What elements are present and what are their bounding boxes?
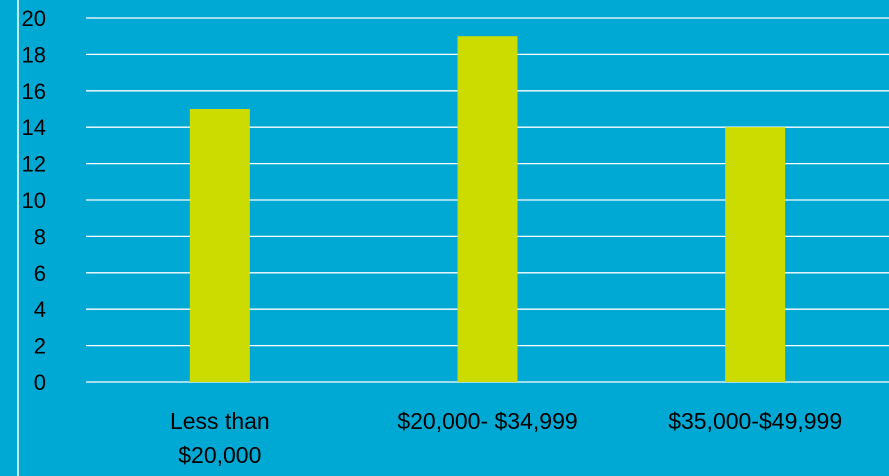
x-category-label-line: Less than: [170, 408, 270, 434]
y-tick-label-20: 20: [22, 6, 46, 31]
bar-1: [457, 36, 518, 382]
x-axis-category-labels: Less than $20,000 $20,000- $34,999 $35,000-…: [170, 408, 842, 468]
x-category-label-line: $20,000: [178, 442, 261, 468]
y-tick-label-14: 14: [22, 115, 46, 140]
y-tick-label-4: 4: [34, 297, 46, 322]
y-tick-label-18: 18: [22, 42, 46, 67]
y-tick-label-8: 8: [34, 224, 46, 249]
x-category-label-line: $35,000-$49,999: [668, 408, 842, 434]
x-category-label-1: $20,000- $34,999: [397, 408, 577, 434]
y-tick-label-2: 2: [34, 334, 46, 359]
y-tick-label-10: 10: [22, 188, 46, 213]
y-tick-label-16: 16: [22, 79, 46, 104]
y-axis-tick-labels: 0 2 4 6 8 10 12 14 16 18 20: [22, 6, 46, 395]
x-category-label-0: Less than $20,000: [170, 408, 270, 468]
y-tick-label-12: 12: [22, 152, 46, 177]
y-tick-label-6: 6: [34, 261, 46, 286]
bar-0: [189, 109, 250, 382]
y-tick-label-0: 0: [34, 370, 46, 395]
bars: [189, 36, 786, 382]
bar-2: [725, 127, 786, 382]
x-category-label-line: $20,000- $34,999: [397, 408, 577, 434]
x-category-label-2: $35,000-$49,999: [668, 408, 842, 434]
